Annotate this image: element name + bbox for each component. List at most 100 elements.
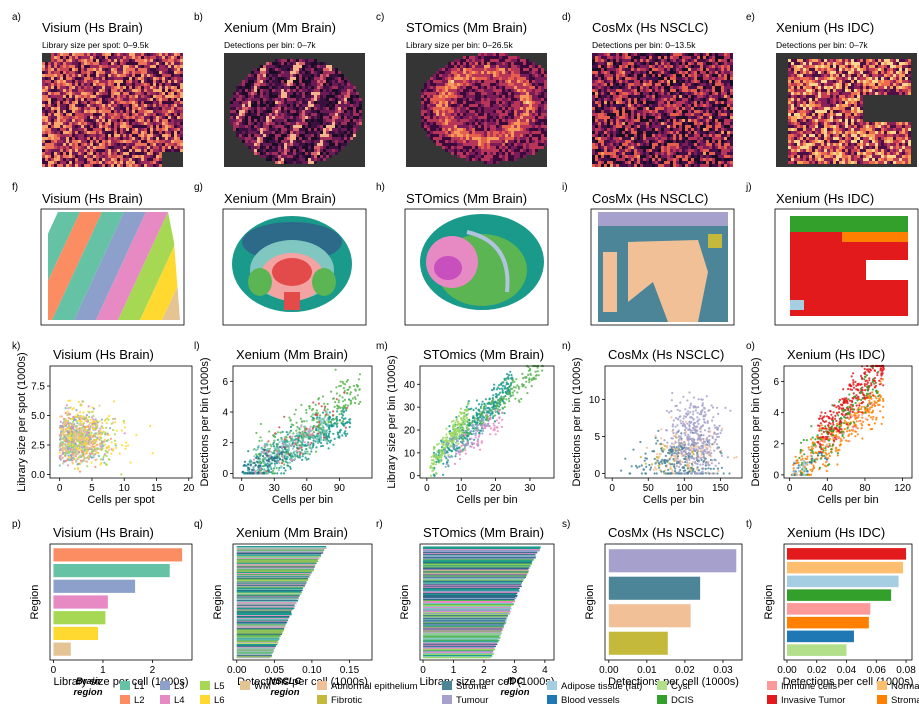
y-axis-label: Detections per bin (1000s) (199, 357, 211, 486)
scatter-point (699, 457, 703, 460)
bar (236, 630, 284, 632)
scatter-point (869, 406, 872, 409)
bar (423, 579, 524, 581)
scatter-point (704, 413, 707, 416)
bar (236, 560, 319, 563)
scatter-point (305, 444, 308, 447)
scatter-point (124, 447, 127, 450)
scatter-point (298, 456, 302, 459)
scatter-point (503, 412, 506, 415)
scatter-point (92, 414, 95, 417)
scatter-point (322, 438, 325, 442)
scatter-point (684, 469, 687, 472)
region-map (232, 216, 352, 312)
y-axis-label: Region (29, 585, 41, 620)
scatter-point (309, 430, 312, 433)
scatter-point (81, 442, 84, 445)
scatter-point (69, 399, 72, 402)
bar (236, 637, 280, 639)
scatter-point (691, 464, 694, 467)
scatter-point (334, 417, 337, 420)
scatter-point (832, 411, 835, 414)
scatter-point (797, 464, 800, 467)
scatter-point (103, 454, 106, 457)
scatter-point (255, 456, 258, 459)
scatter-point (496, 401, 499, 404)
scatter-point (671, 391, 674, 395)
scatter-point (317, 429, 320, 432)
scatter-point (699, 447, 702, 450)
bar (236, 568, 314, 570)
region-band (74, 212, 146, 320)
scatter-point (501, 384, 505, 387)
y-tick-label: 0 (409, 471, 415, 482)
scatter-point (246, 463, 250, 466)
scatter-point (63, 442, 66, 445)
scatter-point (811, 436, 814, 439)
scatter-points (241, 368, 362, 475)
scatter-point (67, 443, 71, 446)
scatter-point (665, 409, 669, 412)
scatter-point (273, 439, 276, 442)
scatter-point (670, 472, 673, 475)
scatter-point (442, 450, 445, 453)
scatter-point (268, 450, 271, 453)
scatter-point (439, 455, 442, 458)
scatter-point (429, 466, 432, 469)
scatter-point (354, 389, 357, 392)
scatter-point (679, 460, 682, 463)
scatter-point (720, 429, 723, 432)
scatter-point (105, 426, 108, 429)
scatter-point (801, 468, 804, 471)
panel-title: Xenium (Hs IDC) (776, 191, 874, 206)
scatter-point (693, 447, 696, 451)
scatter-point (267, 460, 270, 463)
scatter-point (473, 446, 476, 449)
scatter-point (492, 401, 495, 404)
scatter-point (829, 429, 832, 432)
bar (236, 548, 325, 551)
scatter-point (720, 427, 724, 430)
legend-label: Fibrotic (331, 695, 362, 706)
scatter-point (333, 405, 336, 408)
scatter-point (461, 440, 464, 443)
scatter-point (268, 455, 271, 458)
scatter-point (79, 454, 82, 457)
scatter-point (716, 427, 719, 431)
scatter-point (328, 427, 331, 431)
scatter-point (442, 452, 445, 455)
scatter-point (91, 449, 94, 452)
bar (423, 622, 506, 624)
scatter-point (515, 378, 518, 381)
bar (423, 638, 498, 640)
scatter-point (120, 429, 123, 432)
scatter-point (71, 427, 75, 430)
region-adipose (790, 300, 804, 310)
scatter-point (115, 446, 118, 449)
scatter-point (476, 440, 479, 443)
scatter-point (704, 450, 707, 453)
scatter-point (277, 431, 280, 434)
bar (236, 631, 283, 634)
scatter-point (472, 409, 475, 412)
scatter-point (261, 455, 265, 458)
scatter-point (849, 388, 852, 391)
region-abnormal-epithelium (628, 240, 708, 322)
scatter-point (91, 442, 95, 445)
bar (423, 598, 515, 601)
scatter-point (280, 438, 283, 441)
scatter-point (94, 418, 97, 421)
scatter-point (72, 458, 75, 461)
scatter-point (300, 432, 303, 435)
scatter-point (489, 416, 492, 419)
scatter-point (829, 433, 833, 436)
scatter-point (671, 423, 675, 426)
scatter-point (61, 424, 64, 427)
heatmap-tissue (421, 53, 547, 164)
scatter-point (823, 454, 826, 457)
scatter-point (797, 461, 800, 464)
scatter-point (455, 416, 458, 419)
scatter-point (98, 435, 101, 438)
scatter-point (800, 463, 803, 467)
